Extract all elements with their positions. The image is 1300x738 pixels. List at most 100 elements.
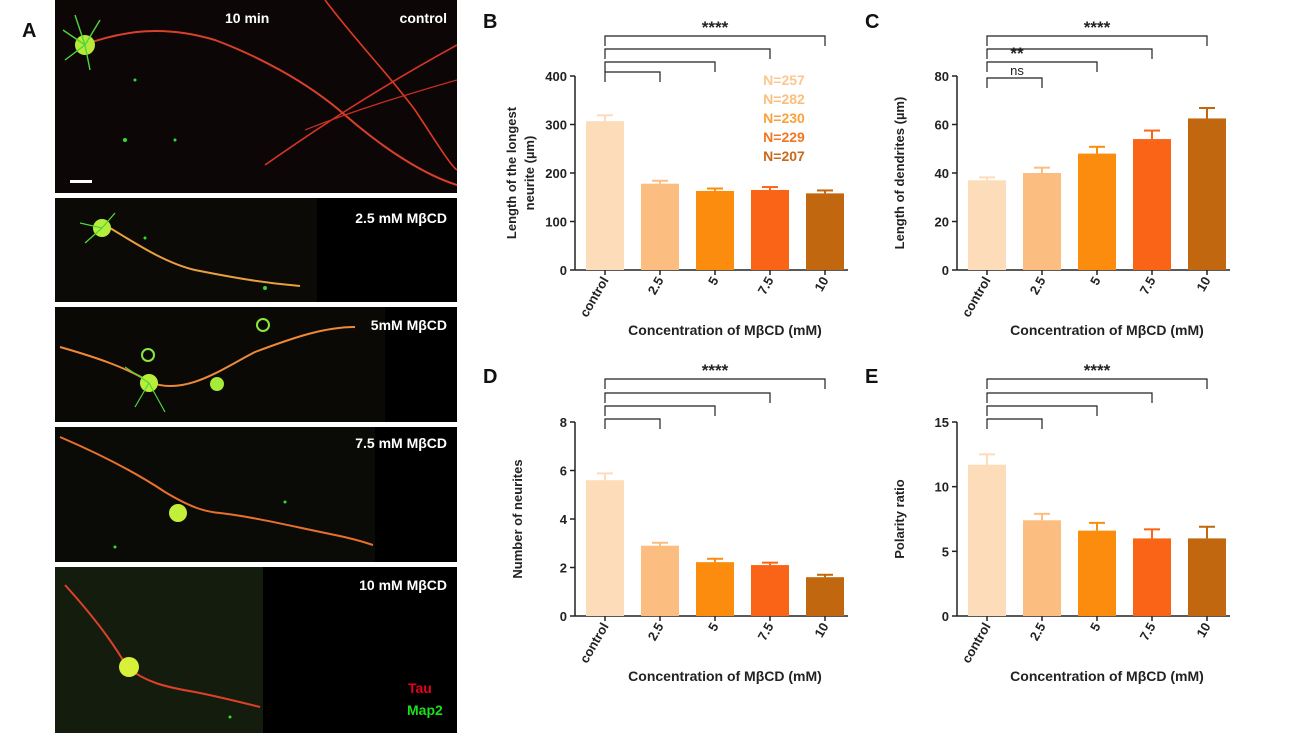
significance-bracket — [604, 61, 716, 72]
chart-panel-d: D 0 2 4 6 8 Number of neurites control 2.5 5 7.5 10… — [478, 355, 855, 738]
significance-bracket — [604, 48, 771, 59]
time-label: 10 min — [225, 10, 270, 26]
significance-bracket — [986, 392, 1153, 403]
x-tick-label: 7.5 — [1137, 620, 1159, 643]
y-tick-label: 0 — [942, 609, 949, 624]
x-axis-label: Concentration of MβCD (mM) — [1010, 668, 1204, 684]
significance-bracket — [986, 418, 1043, 429]
bar-2.5 — [1023, 173, 1061, 270]
micrograph-10mm-image — [55, 567, 457, 733]
bar-2.5 — [641, 183, 679, 270]
bar-control — [968, 464, 1006, 616]
x-tick-label: control — [577, 274, 612, 320]
bar-2.5 — [641, 545, 679, 616]
x-axis-label: Concentration of MβCD (mM) — [628, 668, 822, 684]
chart-b-svg: B 0 100 200 300 400 Length of the longest neuri… — [483, 11, 855, 338]
y-tick-label: 4 — [560, 512, 568, 527]
y-tick-label: 400 — [545, 69, 567, 84]
chart-c-svg: C 0 20 40 60 80 Length of dendrites (µm) contro… — [865, 11, 1237, 338]
x-tick-label: 5 — [705, 274, 722, 288]
micrograph-control-image — [55, 0, 457, 193]
y-axis-label: Number of neurites — [510, 459, 525, 578]
n-label: N=230 — [763, 110, 805, 126]
x-tick-label: 10 — [811, 620, 831, 640]
y-tick-label: 80 — [935, 69, 949, 84]
bar-control — [586, 121, 624, 270]
bar-7.5 — [1133, 139, 1171, 270]
micrograph-7-5mm-image — [55, 427, 457, 562]
y-tick-label: 40 — [935, 166, 949, 181]
x-tick-label: control — [959, 274, 994, 320]
bar-10 — [806, 577, 844, 616]
y-tick-label: 20 — [935, 215, 949, 230]
x-tick-label: 2.5 — [645, 274, 667, 297]
significance-bracket — [604, 378, 826, 389]
bar-5 — [696, 190, 734, 270]
significance-bracket — [986, 35, 1208, 46]
bar-control — [968, 180, 1006, 270]
significance-bracket — [604, 405, 716, 416]
chart-e-svg: E 0 5 10 15 Polarity ratio control 2.5 5 7.5 10 Con… — [865, 361, 1237, 684]
x-tick-label: 2.5 — [1027, 274, 1049, 297]
y-tick-label: 200 — [545, 166, 567, 181]
bar-7.5 — [751, 189, 789, 270]
micrograph-control: 10 min control — [55, 0, 457, 193]
significance-bracket — [986, 48, 1153, 59]
micrograph-5mm-image — [55, 307, 457, 422]
y-tick-label: 100 — [545, 215, 567, 230]
panel-letter-d: D — [483, 366, 497, 388]
y-tick-label: 0 — [942, 263, 949, 278]
x-tick-label: 10 — [1193, 274, 1213, 294]
n-label: N=282 — [763, 91, 805, 107]
y-tick-label: 5 — [942, 544, 949, 559]
significance-bracket — [604, 35, 826, 46]
significance-bracket — [986, 61, 1098, 72]
panel-a-letter: A — [22, 20, 37, 42]
significance-bracket — [604, 392, 771, 403]
x-tick-label: 2.5 — [1027, 620, 1049, 643]
bar-5 — [1078, 153, 1116, 270]
micrograph-5mm: 5mM MβCD — [55, 307, 457, 422]
y-axis-label: Length of the longest — [504, 106, 519, 239]
chart-panel-e: E 0 5 10 15 Polarity ratio control 2.5 5 7.5 10 Con… — [860, 355, 1237, 738]
chart-d-svg: D 0 2 4 6 8 Number of neurites control 2.5 5 7.5 10… — [483, 361, 855, 684]
bar-2.5 — [1023, 520, 1061, 616]
bar-10 — [1188, 118, 1226, 270]
y-tick-label: 10 — [935, 480, 949, 495]
significance-bracket — [986, 405, 1098, 416]
x-tick-label: 7.5 — [755, 620, 777, 643]
significance-bracket — [604, 418, 661, 429]
x-tick-label: 7.5 — [1137, 274, 1159, 297]
y-tick-label: 6 — [560, 464, 567, 479]
image-label-2-5mm: 2.5 mM MβCD — [355, 210, 447, 226]
chart-panel-b: B 0 100 200 300 400 Length of the longest neuri… — [478, 0, 855, 365]
y-tick-label: 60 — [935, 118, 949, 133]
x-tick-label: 10 — [811, 274, 831, 294]
x-tick-label: 5 — [705, 620, 722, 634]
significance-bracket — [986, 77, 1043, 88]
bar-7.5 — [751, 565, 789, 616]
bar-5 — [1078, 530, 1116, 616]
micrograph-2-5mm: 2.5 mM MβCD — [55, 198, 457, 302]
significance-label: ns — [1010, 63, 1024, 78]
legend-tau: Tau — [408, 680, 432, 696]
image-label-5mm: 5mM MβCD — [370, 317, 447, 333]
micrograph-7-5mm: 7.5 mM MβCD — [55, 427, 457, 562]
significance-label: **** — [702, 361, 729, 380]
micrograph-2-5mm-image — [55, 198, 457, 302]
x-tick-label: 7.5 — [755, 274, 777, 297]
significance-label: **** — [1084, 18, 1111, 37]
micrograph-10mm: 10 mM MβCD Tau Map2 — [55, 567, 457, 733]
image-label-7-5mm: 7.5 mM MβCD — [355, 435, 447, 451]
y-tick-label: 8 — [560, 415, 567, 430]
x-tick-label: 2.5 — [645, 620, 667, 643]
x-tick-label: control — [577, 620, 612, 666]
image-label-control: control — [399, 10, 447, 26]
n-label: N=257 — [763, 72, 805, 88]
legend-map2: Map2 — [407, 702, 443, 718]
y-tick-label: 300 — [545, 118, 567, 133]
x-tick-label: 5 — [1087, 620, 1104, 634]
significance-label: ** — [1010, 44, 1024, 63]
scale-bar — [70, 180, 92, 183]
n-label: N=229 — [763, 129, 805, 145]
